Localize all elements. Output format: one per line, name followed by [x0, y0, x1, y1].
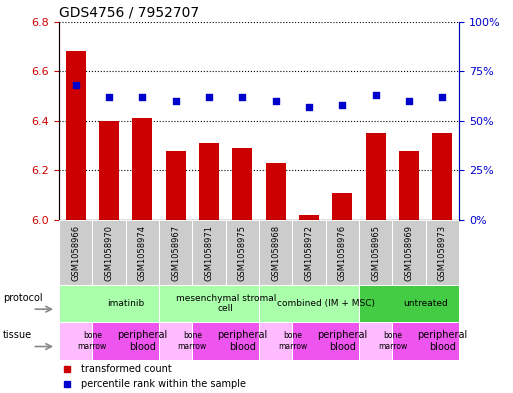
Bar	[292, 322, 359, 360]
Bar	[426, 220, 459, 285]
Point	[238, 94, 246, 100]
Point	[271, 98, 280, 104]
Bar	[59, 220, 92, 285]
Bar	[399, 151, 419, 220]
Bar	[192, 220, 226, 285]
Text: GSM1058965: GSM1058965	[371, 224, 380, 281]
Bar	[192, 322, 259, 360]
Text: peripheral
blood: peripheral blood	[117, 330, 167, 352]
Point	[138, 94, 146, 100]
Bar	[59, 285, 159, 322]
Bar	[266, 163, 286, 220]
Text: GSM1058970: GSM1058970	[105, 224, 113, 281]
Text: GSM1058971: GSM1058971	[205, 224, 213, 281]
Bar	[199, 143, 219, 220]
Text: bone
marrow: bone marrow	[378, 331, 407, 351]
Text: transformed count: transformed count	[81, 364, 172, 374]
Point	[438, 94, 446, 100]
Text: peripheral
blood: peripheral blood	[418, 330, 467, 352]
Text: peripheral
blood: peripheral blood	[218, 330, 267, 352]
Bar	[299, 215, 319, 220]
Text: tissue: tissue	[3, 331, 32, 340]
Text: untreated: untreated	[403, 299, 448, 308]
Text: GSM1058969: GSM1058969	[405, 224, 413, 281]
Bar	[59, 322, 92, 360]
Point	[405, 98, 413, 104]
Bar	[159, 220, 192, 285]
Text: protocol: protocol	[3, 293, 43, 303]
Text: GSM1058967: GSM1058967	[171, 224, 180, 281]
Bar	[92, 322, 159, 360]
Text: peripheral
blood: peripheral blood	[318, 330, 367, 352]
Bar	[132, 118, 152, 220]
Text: imatinib: imatinib	[107, 299, 144, 308]
Text: GDS4756 / 7952707: GDS4756 / 7952707	[59, 5, 199, 19]
Bar	[359, 322, 392, 360]
Bar	[392, 322, 459, 360]
Bar	[259, 322, 292, 360]
Point	[71, 82, 80, 88]
Bar	[359, 220, 392, 285]
Point	[205, 94, 213, 100]
Text: GSM1058968: GSM1058968	[271, 224, 280, 281]
Bar	[259, 220, 292, 285]
Text: GSM1058973: GSM1058973	[438, 224, 447, 281]
Text: bone
marrow: bone marrow	[278, 331, 307, 351]
Bar	[92, 220, 126, 285]
Text: GSM1058966: GSM1058966	[71, 224, 80, 281]
Point	[338, 102, 346, 108]
Bar	[392, 220, 426, 285]
Bar	[332, 193, 352, 220]
Bar	[126, 220, 159, 285]
Text: percentile rank within the sample: percentile rank within the sample	[81, 378, 246, 389]
Text: bone
marrow: bone marrow	[177, 331, 207, 351]
Bar	[432, 133, 452, 220]
Bar	[166, 151, 186, 220]
Text: GSM1058972: GSM1058972	[305, 224, 313, 281]
Bar	[159, 285, 259, 322]
Text: GSM1058975: GSM1058975	[238, 224, 247, 281]
Bar	[226, 220, 259, 285]
Point	[171, 98, 180, 104]
Bar	[232, 148, 252, 220]
Text: mesenchymal stromal
cell: mesenchymal stromal cell	[175, 294, 276, 313]
Bar	[159, 322, 192, 360]
Bar	[66, 51, 86, 220]
Bar	[366, 133, 386, 220]
Text: GSM1058976: GSM1058976	[338, 224, 347, 281]
Bar	[292, 220, 326, 285]
Bar	[359, 285, 459, 322]
Bar	[99, 121, 119, 220]
Text: GSM1058974: GSM1058974	[138, 224, 147, 281]
Text: combined (IM + MSC): combined (IM + MSC)	[277, 299, 375, 308]
Point	[105, 94, 113, 100]
Point	[305, 104, 313, 110]
Point	[371, 92, 380, 98]
Text: bone
marrow: bone marrow	[77, 331, 107, 351]
Bar	[259, 285, 359, 322]
Bar	[326, 220, 359, 285]
